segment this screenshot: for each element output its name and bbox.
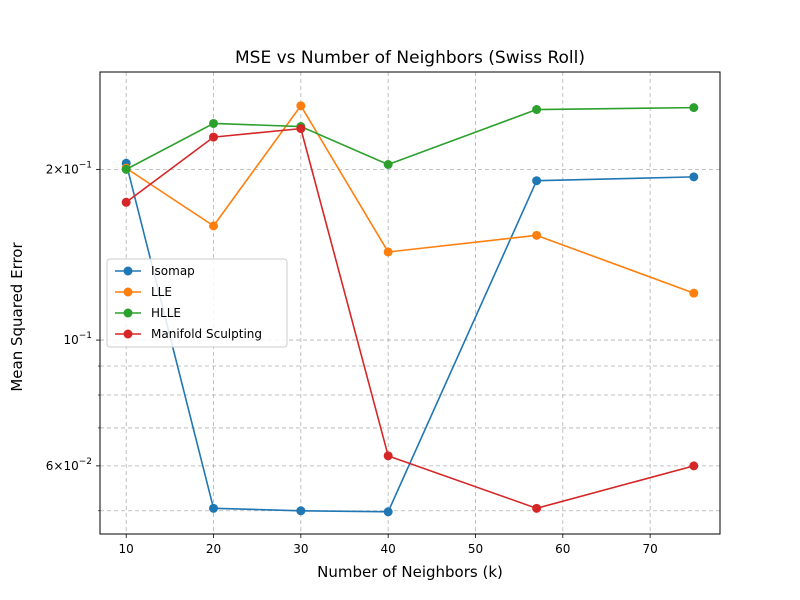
data-point [689,103,699,113]
y-tick-label: 2×10−1 [46,160,92,176]
x-axis-label: Number of Neighbors (k) [317,563,503,581]
data-point [532,176,542,186]
data-point [296,506,306,516]
y-tick-label: 10−1 [63,331,92,347]
legend-box [106,258,288,348]
data-point [209,503,219,513]
legend-label: Manifold Sculpting [151,327,262,341]
data-point [209,118,219,128]
x-tick-label: 50 [468,542,483,556]
legend-label: HLLE [151,306,181,320]
plot-frame [99,71,721,535]
series-line-0 [125,163,694,513]
legend-swatch-marker [123,308,133,318]
legend-swatch-marker [123,329,133,339]
data-point [689,172,699,182]
data-point [383,160,393,170]
x-tick-label: 10 [119,542,134,556]
data-point [532,230,542,240]
axis-ticks: 10 20 30 40 50 60 70 6×10−2 10−1 2×10−1 [46,160,658,556]
data-point [532,503,542,513]
legend: Isomap LLE HLLE Manifold Sculpting [106,258,288,348]
series-line-2 [125,106,694,171]
x-tick-label: 70 [643,542,658,556]
x-tick-label: 40 [381,542,396,556]
data-point [296,124,306,134]
series-line-3 [125,127,695,510]
x-tick-label: 60 [555,542,570,556]
data-point [121,164,131,174]
data-point [209,221,219,231]
x-tick-label: 20 [206,542,221,556]
data-point [383,451,393,461]
data-point [383,247,393,257]
data-point [532,105,542,115]
legend-swatch-marker [123,266,133,276]
chart-title: MSE vs Number of Neighbors (Swiss Roll) [235,48,585,68]
y-tick-label: 6×10−2 [46,457,92,473]
data-point [209,132,219,142]
x-tick-label: 30 [293,542,308,556]
legend-label: LLE [151,285,172,299]
data-point [296,101,306,111]
data-point [383,507,393,517]
y-axis-label: Mean Squared Error [8,242,26,392]
legend-swatch-marker [123,287,133,297]
series-line-1 [125,104,695,294]
data-point [689,288,699,298]
series-layer [121,101,699,517]
data-point [121,197,131,207]
legend-label: Isomap [151,264,195,278]
data-point [689,461,699,471]
